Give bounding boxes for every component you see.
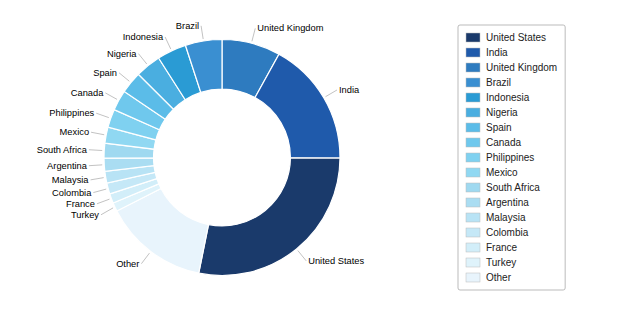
legend-label: Turkey xyxy=(486,257,516,268)
legend-swatch xyxy=(466,108,480,117)
legend-label: Spain xyxy=(486,122,512,133)
slice-label: Nigeria xyxy=(107,49,137,59)
legend-label: Brazil xyxy=(486,77,511,88)
leader-line xyxy=(141,253,149,264)
legend-label: Philippines xyxy=(486,152,534,163)
leader-line xyxy=(252,28,255,41)
chart: United Kingdom India United States Other Tur… xyxy=(0,0,640,315)
leader-line xyxy=(89,149,102,151)
leader-line xyxy=(91,178,104,180)
legend-label: France xyxy=(486,242,518,253)
slice-label: Malaysia xyxy=(52,175,90,185)
slice-label: Spain xyxy=(93,68,117,78)
background xyxy=(0,0,640,315)
leader-line xyxy=(93,189,106,193)
legend-label: India xyxy=(486,47,508,58)
leader-line xyxy=(298,251,306,261)
wedge xyxy=(255,54,340,158)
leader-line xyxy=(119,73,129,81)
leader-line xyxy=(325,90,337,97)
legend-label: South Africa xyxy=(486,182,540,193)
legend-swatch xyxy=(466,123,480,132)
legend-label: Other xyxy=(486,272,512,283)
slice-label: Canada xyxy=(71,88,104,98)
wedge xyxy=(104,158,154,172)
slice-label: Other xyxy=(116,259,139,269)
slice-label: South Africa xyxy=(37,145,88,155)
wedge xyxy=(185,40,222,93)
slice-label: Philippines xyxy=(49,108,94,118)
legend-swatch xyxy=(466,168,480,177)
legend-label: Nigeria xyxy=(486,107,518,118)
legend-label: Indonesia xyxy=(486,92,530,103)
legend-swatch xyxy=(466,78,480,87)
legend-label: United Kingdom xyxy=(486,62,557,73)
legend: United States India United Kingdom Brazil In… xyxy=(458,25,565,290)
slice-label: Indonesia xyxy=(123,32,164,42)
legend-label: Colombia xyxy=(486,227,529,238)
legend-swatch xyxy=(466,183,480,192)
leader-line xyxy=(101,208,113,215)
leader-line xyxy=(105,93,117,99)
legend-swatch xyxy=(466,228,480,237)
slice-label: United Kingdom xyxy=(257,23,323,33)
slice-label: United States xyxy=(308,256,364,266)
legend-swatch xyxy=(466,93,480,102)
legend-frame xyxy=(458,25,565,290)
legend-label: Argentina xyxy=(486,197,529,208)
legend-swatch xyxy=(466,258,480,267)
slice-label: Brazil xyxy=(176,21,199,31)
legend-swatch xyxy=(466,48,480,57)
legend-swatch xyxy=(466,198,480,207)
slice-label: Argentina xyxy=(47,161,88,171)
leader-line xyxy=(96,113,109,117)
slice-label: Mexico xyxy=(60,127,89,137)
legend-label: Canada xyxy=(486,137,521,148)
slice-label: Turkey xyxy=(71,210,99,220)
legend-label: Mexico xyxy=(486,167,518,178)
slice-labels: United Kingdom India United States Other Tur… xyxy=(37,21,365,269)
legend-swatch xyxy=(466,213,480,222)
legend-swatch xyxy=(466,33,480,42)
legend-swatch xyxy=(466,273,480,282)
leader-line xyxy=(91,132,104,135)
wedges xyxy=(104,40,340,276)
leader-line xyxy=(165,37,171,49)
legend-swatch xyxy=(466,153,480,162)
slice-label: France xyxy=(66,199,95,209)
legend-swatch xyxy=(466,63,480,72)
legend-swatch xyxy=(466,243,480,252)
legend-label: Malaysia xyxy=(486,212,526,223)
slice-label: India xyxy=(339,85,360,95)
leader-line xyxy=(138,54,146,64)
leader-line xyxy=(97,199,110,204)
legend-swatch xyxy=(466,138,480,147)
leader-line xyxy=(89,164,102,166)
legend-label: United States xyxy=(486,32,546,43)
leader-line xyxy=(201,26,203,39)
slice-label: Colombia xyxy=(52,188,92,198)
